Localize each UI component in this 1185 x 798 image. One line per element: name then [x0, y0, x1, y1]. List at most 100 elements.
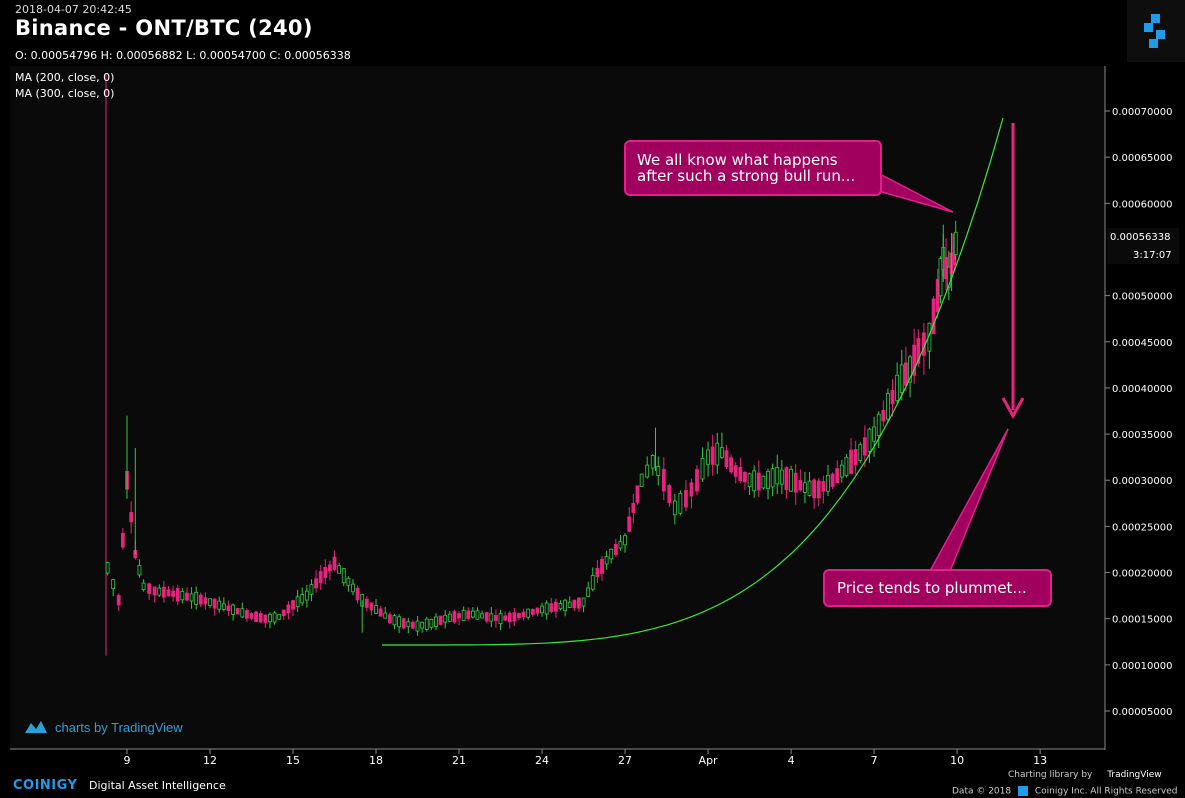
candle-body — [420, 621, 425, 629]
chart-title: Binance - ONT/BTC (240) — [15, 16, 313, 40]
time-axis: 9 12 15 18 21 24 27 Apr 4 7 10 13 — [124, 749, 1047, 767]
indicator-ma200[interactable]: MA (200, close, 0) — [15, 71, 115, 84]
footer-copyright-year: Data © 2018 — [952, 786, 1012, 797]
candle-body — [678, 492, 683, 514]
candle-body — [609, 548, 614, 560]
price-tick-label: 0.00065000 — [1112, 153, 1172, 164]
candle-body — [830, 473, 835, 487]
candle-body — [733, 465, 738, 477]
plot-area — [10, 66, 1105, 749]
candle-body — [567, 601, 572, 608]
candle-body — [645, 464, 650, 478]
candle-body — [221, 603, 226, 610]
candle-body — [872, 426, 876, 442]
candle-body — [208, 598, 212, 606]
candle-body — [175, 587, 180, 602]
candle-body — [761, 475, 766, 489]
candle-body — [438, 615, 443, 625]
candle-body — [710, 446, 715, 465]
header-datetime: 2018-04-07 20:42:45 — [15, 3, 132, 16]
candle-body — [457, 613, 461, 619]
footer-copyright: Data © 2018 Coinigy Inc. All Rights Rese… — [952, 786, 1177, 797]
candle-body — [346, 577, 351, 586]
candle-body — [618, 541, 623, 549]
candle-body — [784, 467, 789, 491]
footer-charting: Charting library by TradingView — [1008, 770, 1162, 780]
time-tick-label: 4 — [788, 754, 795, 767]
candle-body — [526, 608, 531, 618]
candle-body — [105, 562, 110, 574]
candle-body — [512, 612, 517, 622]
candle-body — [631, 502, 636, 513]
price-tag: 0.00056338 3:17:07 — [1107, 228, 1179, 264]
candle-body — [443, 614, 448, 623]
candle-body — [747, 473, 752, 488]
price-tick-label: 0.00015000 — [1112, 615, 1172, 626]
candle-body — [318, 571, 323, 584]
candles — [105, 74, 958, 656]
candle-body — [577, 597, 581, 609]
candle-body — [661, 469, 666, 492]
candle-body — [540, 605, 544, 614]
candle-body — [563, 599, 568, 612]
candle-body — [752, 470, 757, 492]
candle-body — [401, 618, 406, 629]
candle-body — [341, 568, 346, 584]
candle-body — [295, 596, 300, 608]
candle-body — [849, 449, 853, 474]
candle-body — [254, 611, 259, 623]
candle-body — [715, 442, 720, 466]
candle-body — [323, 567, 328, 579]
top-callout-line1: We all know what happens — [637, 151, 838, 169]
candle-body — [300, 594, 305, 604]
candle-body — [623, 535, 627, 546]
price-tick-label: 0.00030000 — [1112, 476, 1172, 487]
candle-body — [231, 604, 235, 615]
top-callout-line2: after such a strong bull run... — [637, 167, 856, 185]
candle-body — [217, 600, 222, 610]
coinigy-logo[interactable] — [1127, 0, 1185, 62]
candle-body — [779, 469, 784, 485]
candle-body — [807, 480, 812, 496]
candle-body — [452, 611, 457, 623]
candle-body — [803, 482, 807, 493]
indicator-ma300[interactable]: MA (300, close, 0) — [15, 87, 115, 100]
candle-body — [194, 591, 199, 605]
footer-tradingview[interactable]: TradingView — [1107, 770, 1162, 780]
candle-body — [466, 610, 471, 619]
candle-body — [738, 467, 743, 482]
candle-body — [235, 608, 240, 615]
candle-body — [544, 602, 549, 615]
candle-body — [387, 614, 392, 624]
time-tick-label: 10 — [950, 754, 964, 767]
candle-body — [535, 607, 540, 614]
price-tick-label: 0.00025000 — [1112, 522, 1172, 533]
candle-body — [415, 620, 420, 632]
footer-copyright-rights: Coinigy Inc. All Rights Reserved — [1034, 786, 1178, 797]
candle-body — [157, 587, 162, 596]
candle-body — [351, 583, 355, 593]
candle-body — [240, 608, 245, 618]
candle-body — [314, 578, 318, 589]
price-tick-label: 0.00020000 — [1112, 569, 1172, 580]
candle-body — [355, 587, 360, 601]
watermark-text: charts by TradingView — [55, 720, 183, 735]
candle-body — [475, 610, 480, 620]
footer-brand[interactable]: COINIGY — [13, 778, 78, 793]
candle-body — [858, 444, 863, 461]
candle-body — [876, 413, 881, 436]
tradingview-icon — [25, 721, 47, 733]
bottom-callout: Price tends to plummet... — [823, 569, 1052, 607]
chart-canvas[interactable]: 0.00005000 0.00010000 0.00015000 0.00020000… — [0, 0, 1185, 768]
candle-body — [480, 613, 484, 619]
candle-body — [369, 602, 374, 611]
coinigy-logo-icon — [1144, 14, 1165, 48]
candle-body — [378, 608, 383, 617]
candle-body — [816, 480, 821, 499]
candle-body — [953, 231, 958, 256]
candle-body — [489, 613, 494, 622]
candle-body — [789, 468, 793, 492]
candle-body — [613, 543, 618, 555]
candle-body — [689, 482, 694, 497]
price-tag-timer: 3:17:07 — [1133, 250, 1172, 261]
